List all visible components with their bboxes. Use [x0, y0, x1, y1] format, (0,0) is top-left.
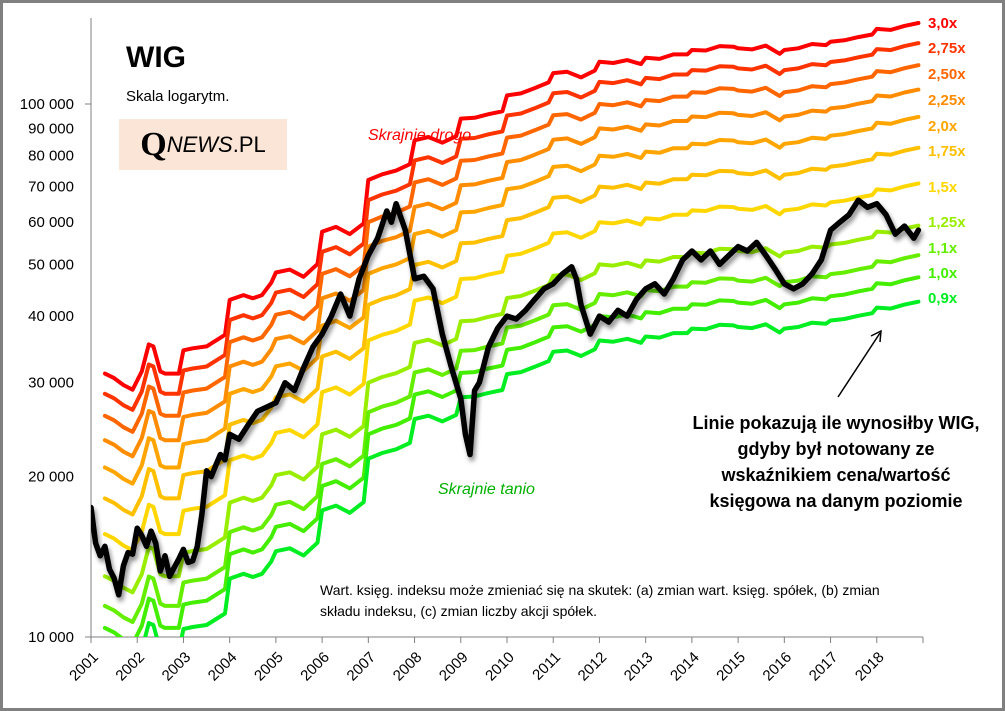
multiplier-label: 1,75x — [928, 143, 966, 160]
y-tick-label: 90 000 — [28, 120, 74, 137]
x-tick-label: 2003 — [159, 649, 195, 685]
multiplier-label: 2,50x — [928, 66, 966, 83]
multiplier-line-1-0x — [102, 275, 921, 637]
qnews-logo: Q NEWS .PL — [119, 119, 287, 170]
multiplier-line-1-5x — [102, 181, 921, 553]
x-tick-label: 2010 — [482, 649, 518, 685]
multiplier-label: 1,1x — [928, 240, 958, 257]
multiplier-line-2-25x — [102, 87, 921, 459]
y-tick-label: 70 000 — [28, 179, 74, 196]
y-tick-label: 50 000 — [28, 256, 74, 273]
multiplier-line-2-75x — [102, 41, 921, 412]
multiplier-label: 1,25x — [928, 214, 966, 231]
logo-news: NEWS — [166, 131, 233, 157]
multiplier-label: 1,5x — [928, 179, 958, 196]
annotation-explanation: Linie pokazują ile wynosiłby WIG, gdyby … — [692, 413, 980, 511]
annotation-cheap: Skrajnie tanio — [438, 481, 535, 498]
y-tick-label: 30 000 — [28, 375, 74, 392]
x-tick-label: 2002 — [112, 649, 148, 685]
arrow-line — [837, 332, 881, 398]
multiplier-line-3-0x — [102, 21, 921, 392]
multiplier-line-0-9x — [143, 299, 921, 637]
logo-q: Q — [140, 125, 167, 163]
multiplier-label: 1,0x — [928, 265, 958, 282]
multiplier-label: 2,0x — [928, 118, 958, 135]
multiplier-line-2-50x — [102, 63, 921, 434]
multiplier-labels: 3,0x 2,75x 2,50x 2,25x 2,0x 1,75x 1,5x 1,25x 1,1… — [928, 15, 966, 307]
chart-subtitle: Skala logarytm. — [126, 88, 230, 105]
x-tick-label: 2004 — [205, 649, 241, 685]
x-tick-label: 2007 — [344, 649, 380, 685]
x-tick-label: 2016 — [760, 649, 796, 685]
y-tick-label: 20 000 — [28, 469, 74, 486]
multiplier-label: 2,75x — [928, 40, 966, 57]
x-tick-label: 2013 — [621, 649, 657, 685]
x-tick-label: 2014 — [667, 649, 703, 685]
x-tick-label: 2001 — [66, 649, 102, 685]
multiplier-label: 0,9x — [928, 290, 958, 307]
x-tick-label: 2012 — [575, 649, 611, 685]
multiplier-line-2-0x — [102, 114, 921, 486]
multiplier-label: 3,0x — [928, 15, 958, 32]
x-tick-label: 2006 — [297, 649, 333, 685]
annotation-arrow — [837, 329, 882, 398]
y-tick-label: 80 000 — [28, 148, 74, 165]
y-tick-label: 100 000 — [20, 96, 74, 113]
x-tick-label: 2017 — [806, 649, 842, 685]
x-tick-label: 2011 — [529, 649, 564, 684]
x-tick-label: 2005 — [251, 649, 287, 685]
logo-pl: .PL — [232, 131, 266, 157]
y-tick-label: 40 000 — [28, 308, 74, 325]
multiplier-line-1-25x — [102, 223, 921, 595]
annotation-footnote: Wart. księg. indeksu może zmieniać się n… — [320, 582, 880, 619]
wig-series — [91, 197, 922, 598]
y-tick-label: 10 000 — [28, 629, 74, 646]
multiplier-label: 2,25x — [928, 92, 966, 109]
x-tick-label: 2009 — [436, 649, 472, 685]
wig-line — [91, 197, 922, 598]
x-tick-label: 2018 — [852, 649, 888, 685]
x-tick-label: 2008 — [390, 649, 426, 685]
chart-title: WIG — [126, 41, 186, 74]
arrow-head-icon — [870, 329, 882, 343]
x-tick-label: 2015 — [713, 649, 749, 685]
annotation-expensive: Skrajnie drogo — [368, 127, 472, 144]
y-tick-label: 60 000 — [28, 214, 74, 231]
